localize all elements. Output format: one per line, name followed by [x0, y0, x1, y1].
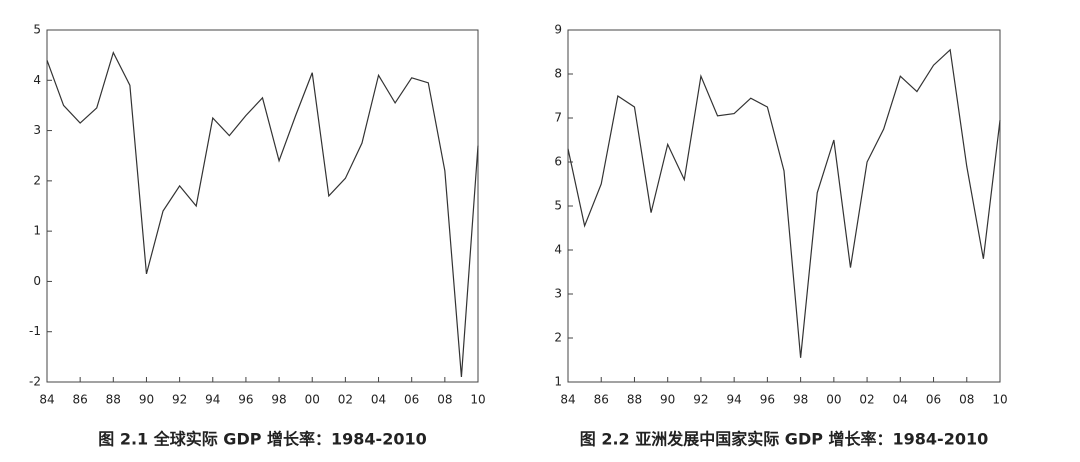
y-tick-label: -2	[29, 375, 41, 389]
y-tick-label: 3	[33, 123, 41, 137]
plot-frame	[46, 29, 479, 383]
x-tick-label: 90	[660, 393, 675, 407]
y-tick-label: 0	[33, 274, 41, 288]
y-tick-label: 2	[33, 173, 41, 187]
x-tick-label: 90	[139, 393, 154, 407]
x-tick-label: 00	[826, 393, 841, 407]
x-tick-label: 08	[959, 393, 974, 407]
x-tick-label: 06	[926, 393, 941, 407]
x-tick-label: 92	[172, 393, 187, 407]
chart-caption: 图 2.1 全球实际 GDP 增长率：1984-2010	[98, 430, 426, 449]
x-tick-label: 00	[305, 393, 320, 407]
x-tick-label: 92	[693, 393, 708, 407]
x-tick-label: 04	[371, 393, 386, 407]
x-tick-label: 98	[271, 393, 286, 407]
x-tick-label: 02	[338, 393, 353, 407]
x-tick-label: 96	[760, 393, 775, 407]
x-tick-label: 96	[238, 393, 253, 407]
y-tick-label: 3	[554, 287, 562, 301]
x-tick-label: 02	[859, 393, 874, 407]
x-tick-label: 84	[560, 393, 575, 407]
x-tick-label: 10	[992, 393, 1007, 407]
y-tick-label: 5	[33, 23, 41, 37]
y-tick-label: 2	[554, 331, 562, 345]
y-tick-label: 4	[554, 243, 562, 257]
x-tick-label: 84	[39, 393, 54, 407]
x-tick-label: 06	[404, 393, 419, 407]
x-tick-label: 98	[793, 393, 808, 407]
x-tick-label: 86	[594, 393, 609, 407]
y-tick-label: -1	[29, 324, 41, 338]
x-tick-label: 10	[470, 393, 485, 407]
y-tick-label: 1	[33, 224, 41, 238]
chart-caption: 图 2.2 亚洲发展中国家实际 GDP 增长率：1984-2010	[580, 430, 988, 449]
line-series	[567, 48, 1001, 358]
x-tick-label: 88	[106, 393, 121, 407]
x-tick-label: 04	[893, 393, 908, 407]
x-tick-label: 94	[205, 393, 220, 407]
y-tick-label: 4	[33, 73, 41, 87]
y-tick-label: 6	[554, 155, 562, 169]
x-tick-label: 94	[727, 393, 742, 407]
x-tick-label: 08	[437, 393, 452, 407]
y-tick-label: 8	[554, 67, 562, 81]
y-tick-label: 9	[554, 23, 562, 37]
x-tick-label: 88	[627, 393, 642, 407]
plot-frame	[567, 29, 1001, 383]
y-tick-label: 5	[554, 199, 562, 213]
y-tick-label: 7	[554, 111, 562, 125]
line-series	[46, 51, 479, 378]
y-tick-label: 1	[554, 375, 562, 389]
x-tick-label: 86	[73, 393, 88, 407]
